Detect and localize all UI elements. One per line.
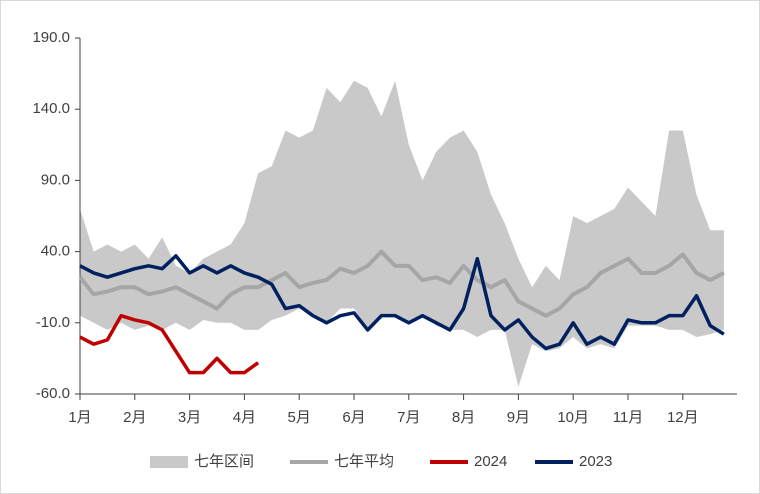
legend-label: 2024 (474, 453, 507, 470)
x-tick-label: 5月 (288, 409, 311, 426)
x-tick-label: 6月 (342, 409, 365, 426)
legend-label: 七年平均 (334, 453, 394, 470)
legend-label: 2023 (579, 453, 612, 470)
x-tick-label: 9月 (507, 409, 530, 426)
legend-swatch (150, 456, 188, 468)
legend-label: 七年区间 (194, 453, 254, 470)
y-tick-label: 190.0 (32, 29, 70, 46)
y-tick-label: 90.0 (41, 171, 70, 188)
x-tick-label: 2月 (123, 409, 146, 426)
x-tick-label: 11月 (613, 409, 644, 426)
range-area (80, 80, 724, 387)
line-series (79, 254, 725, 351)
x-tick-label: 12月 (667, 409, 699, 426)
y-tick-label: 40.0 (41, 243, 70, 260)
x-tick-label: 7月 (397, 409, 420, 426)
y-tick-label: 140.0 (32, 100, 70, 117)
x-tick-label: 10月 (557, 409, 589, 426)
x-tick-label: 4月 (233, 409, 256, 426)
x-tick-label: 3月 (178, 409, 201, 426)
x-tick-label: 1月 (68, 409, 91, 426)
line-series (79, 313, 260, 375)
x-tick-label: 8月 (452, 409, 475, 426)
line-series (78, 249, 725, 318)
y-tick-label: -10.0 (36, 314, 70, 331)
y-tick-label: -60.0 (36, 385, 70, 402)
